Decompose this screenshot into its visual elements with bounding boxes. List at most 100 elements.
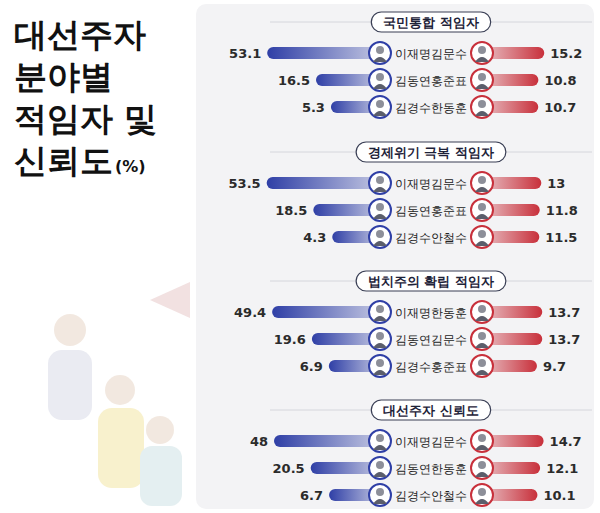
title-line: 분야별	[14, 57, 113, 96]
avatar-head	[376, 332, 384, 340]
avatar	[369, 355, 391, 377]
candidate-name: 김동연	[395, 74, 431, 88]
avatar	[471, 457, 493, 479]
avatar-head	[376, 46, 384, 54]
avatar-body	[373, 499, 387, 504]
avatar-head	[376, 100, 384, 108]
avatar-body	[475, 187, 489, 192]
deco-megaphone	[150, 282, 190, 318]
avatar-body	[373, 111, 387, 116]
candidate-name: 한동훈	[431, 306, 467, 320]
bar	[272, 306, 380, 318]
avatar-head	[376, 176, 384, 184]
avatar-head	[376, 461, 384, 469]
title-line: 대선주자	[14, 15, 146, 54]
candidate-name: 김경수	[395, 360, 431, 374]
avatar	[471, 484, 493, 506]
avatar-body	[373, 370, 387, 375]
candidate-name: 안철수	[431, 489, 467, 503]
value-label: 20.5	[273, 461, 305, 476]
title-unit: (%)	[115, 157, 146, 176]
avatar-head	[478, 305, 486, 313]
value-label: 13.7	[548, 332, 580, 347]
chart-root: 대선주자분야별적임자 및신뢰도(%)국민통합 적임자53.1이재명16.5김동연…	[0, 0, 600, 513]
avatar-body	[475, 241, 489, 246]
avatar	[369, 172, 391, 194]
avatar-head	[478, 176, 486, 184]
avatar	[471, 199, 493, 221]
avatar-body	[373, 241, 387, 246]
avatar-body	[373, 316, 387, 321]
candidate-name: 이재명	[395, 435, 431, 449]
candidate-name: 한동훈	[431, 101, 467, 115]
candidate-name: 김동연	[395, 204, 431, 218]
avatar-body	[475, 445, 489, 450]
avatar-body	[373, 445, 387, 450]
candidate-name: 김동연	[395, 333, 431, 347]
avatar-body	[475, 472, 489, 477]
panel: 대선주자 신뢰도48이재명20.5김동연6.7김경수14.7김문수12.1한동훈…	[250, 400, 592, 506]
avatar	[471, 430, 493, 452]
labels: 53.1이재명16.5김동연5.3김경수15.2김문수10.8홍준표10.7한동…	[229, 42, 582, 118]
value-label: 6.7	[300, 488, 323, 503]
avatar	[369, 328, 391, 350]
value-label: 5.3	[302, 100, 325, 115]
value-label: 48	[250, 434, 268, 449]
avatar-head	[376, 488, 384, 496]
candidate-name: 홍준표	[431, 204, 467, 218]
avatar-body	[373, 214, 387, 219]
avatar	[369, 199, 391, 221]
deco-body	[140, 446, 182, 506]
value-label: 4.3	[303, 230, 326, 245]
value-label: 6.9	[300, 359, 323, 374]
avatar-head	[478, 359, 486, 367]
deco-body	[98, 408, 144, 488]
avatar	[369, 430, 391, 452]
value-label: 11.8	[546, 203, 578, 218]
bar	[267, 177, 380, 189]
candidate-name: 이재명	[395, 177, 431, 191]
deco-head	[54, 314, 86, 346]
avatar-head	[478, 46, 486, 54]
candidate-name: 김문수	[431, 333, 467, 347]
candidate-name: 홍준표	[431, 360, 467, 374]
avatar-head	[376, 73, 384, 81]
value-label: 53.1	[229, 46, 261, 61]
title-line: 신뢰도	[14, 141, 113, 180]
illustration	[48, 282, 190, 506]
panel-title: 법치주의 확립 적임자	[368, 274, 494, 289]
title-pill	[356, 271, 506, 291]
value-label: 13.7	[548, 305, 580, 320]
avatar	[369, 457, 391, 479]
avatar	[471, 96, 493, 118]
avatar-body	[475, 84, 489, 89]
candidate-name: 이재명	[395, 47, 431, 61]
avatar-head	[478, 434, 486, 442]
panel: 법치주의 확립 적임자49.4이재명19.6김동연6.9김경수13.7한동훈13…	[234, 271, 592, 377]
value-label: 53.5	[229, 176, 261, 191]
value-label: 19.6	[274, 332, 306, 347]
panel-title: 국민통합 적임자	[383, 15, 478, 30]
avatar-body	[475, 57, 489, 62]
avatar-head	[478, 461, 486, 469]
title-pill	[371, 400, 490, 420]
title-pill	[371, 12, 490, 32]
avatar-body	[475, 111, 489, 116]
avatar-body	[475, 214, 489, 219]
candidate-name: 김문수	[431, 47, 467, 61]
candidate-name: 김경수	[395, 489, 431, 503]
value-label: 10.8	[544, 73, 576, 88]
avatar-head	[478, 100, 486, 108]
panel-title: 경제위기 극복 적임자	[368, 145, 494, 160]
labels: 48이재명20.5김동연6.7김경수14.7김문수12.1한동훈10.1안철수	[250, 430, 582, 506]
background	[0, 0, 600, 513]
value-label: 10.1	[543, 488, 575, 503]
avatar-body	[475, 370, 489, 375]
avatar-head	[376, 230, 384, 238]
value-label: 49.4	[234, 305, 266, 320]
bar	[274, 435, 380, 447]
candidate-name: 김경수	[395, 231, 431, 245]
candidate-name: 김문수	[431, 177, 467, 191]
avatar-head	[376, 305, 384, 313]
value-label: 13	[547, 176, 565, 191]
